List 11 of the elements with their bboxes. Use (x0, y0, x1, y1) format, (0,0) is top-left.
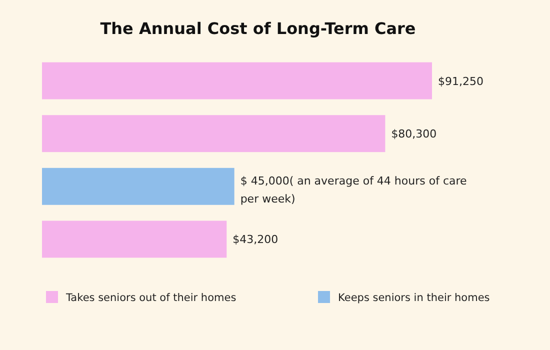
data-label: $80,300 (391, 128, 437, 141)
bar (42, 168, 234, 205)
bar (42, 220, 227, 258)
data-label: $ 45,000( an average of 44 hours of care per week) (240, 174, 468, 206)
data-label: $43,200 (232, 233, 278, 246)
data-label: $91,250 (438, 74, 484, 88)
legend-label: Keeps seniors in their homes (338, 292, 490, 304)
bar (42, 115, 386, 152)
chart-title: The Annual Cost of Long-Term Care (100, 19, 416, 38)
bar (42, 62, 432, 100)
legend-label: Takes seniors out of their homes (65, 292, 236, 304)
